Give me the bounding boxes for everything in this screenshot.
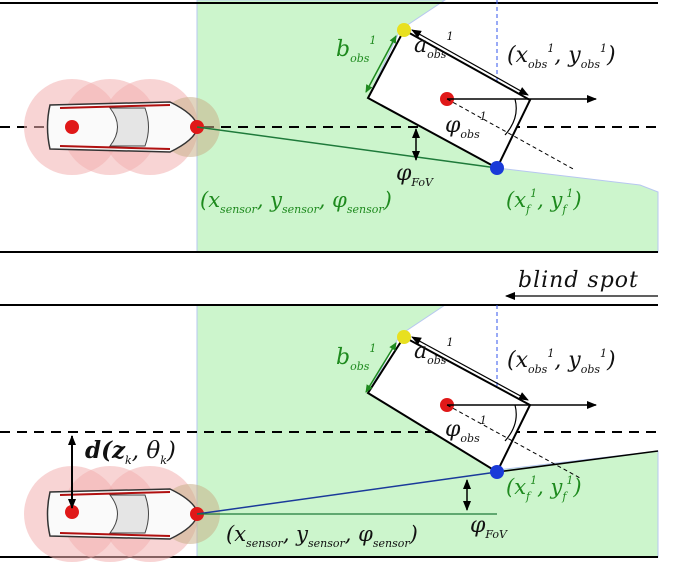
label-a-obs-bottom: aobs1	[414, 336, 453, 367]
phi-obs-arc-bottom	[504, 404, 517, 442]
label-b-obs-top: bobs1	[336, 34, 376, 65]
obstacle-length-arrow-bottom	[411, 336, 529, 401]
corner-point-blue-top	[490, 161, 504, 175]
label-phi-obs-top: φobs1	[445, 110, 487, 141]
label-a-obs-top: aobs1	[414, 30, 453, 61]
top-panel: aobs1 bobs1 (xobs1, yobs1) φobs1 φFoV (x…	[0, 0, 659, 253]
fov-ray-bottom	[196, 471, 498, 515]
label-phi-fov-top: φFoV	[396, 161, 434, 189]
label-sensor-pose-top: (xsensor, ysensor, φsensor)	[200, 188, 392, 216]
corner-point-yellow-top	[397, 23, 411, 37]
fov-ray-edge-bottom	[496, 450, 659, 473]
blind-spot-divider: blind spot	[505, 268, 658, 300]
label-distance: d(zk, θk)	[85, 437, 176, 467]
label-obstacle-position-bottom: (xobs1, yobs1)	[507, 347, 616, 376]
label-sensor-pose-bottom: (xsensor, ysensor, φsensor)	[226, 522, 418, 550]
label-phi-obs-bottom: φobs1	[445, 414, 487, 445]
label-corner-f-bottom: (xf1, yf1)	[506, 474, 582, 503]
obstacle-axis-dashed-top	[446, 98, 576, 171]
obstacle-width-arrow-top	[365, 35, 397, 93]
bottom-panel: aobs1 bobs1 (xobs1, yobs1) φobs1 d(zk, θ…	[0, 304, 659, 562]
corner-point-blue-bottom	[490, 465, 504, 479]
label-phi-fov-bottom: φFoV	[470, 513, 508, 541]
obstacle-width-arrow-bottom	[365, 342, 397, 393]
phi-obs-arc-top	[504, 98, 517, 136]
obstacle-length-arrow-top	[411, 29, 529, 96]
label-b-obs-bottom: bobs1	[336, 342, 376, 373]
corner-point-yellow-bottom	[397, 330, 411, 344]
label-obstacle-position-top: (xobs1, yobs1)	[507, 42, 616, 71]
ego-car-2	[46, 488, 199, 540]
obstacle-axis-dashed-bottom	[446, 404, 581, 479]
label-corner-f-top: (xf1, yf1)	[506, 187, 582, 216]
label-blind-spot: blind spot	[518, 268, 639, 293]
ego-car	[46, 101, 199, 153]
fov-ray-top	[196, 126, 498, 169]
